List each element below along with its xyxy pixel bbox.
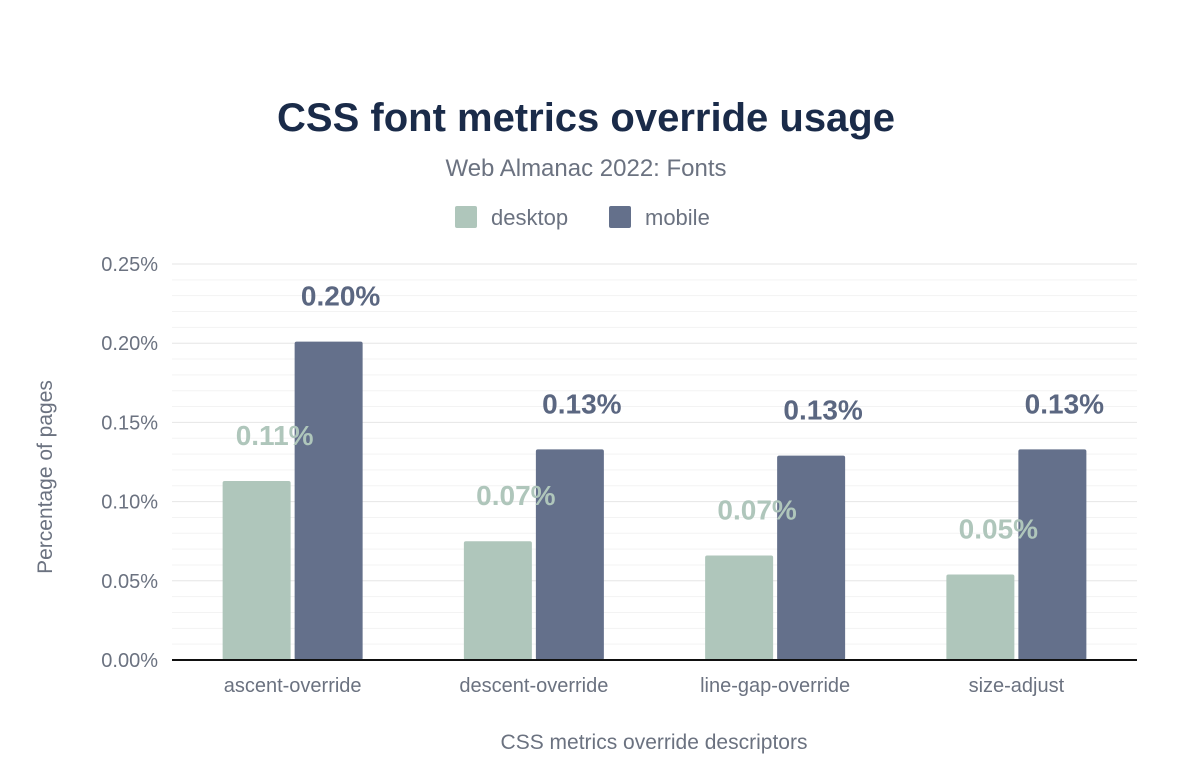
legend-label-desktop: desktop: [491, 205, 568, 230]
data-label-desktop-line-gap-override: 0.07%: [717, 494, 796, 525]
y-axis-title: Percentage of pages: [34, 380, 57, 574]
data-label-desktop-ascent-override: 0.11%: [236, 420, 314, 451]
y-tick-label: 0.00%: [101, 650, 158, 672]
x-axis-ticks: ascent-override descent-override line-gap-…: [224, 675, 1065, 697]
x-tick-label: size-adjust: [969, 675, 1065, 697]
bar-mobile-ascent-override: [294, 341, 363, 660]
chart-title: CSS font metrics override usage: [277, 96, 895, 140]
data-label-mobile-ascent-override: 0.20%: [301, 281, 380, 312]
chart-subtitle: Web Almanac 2022: Fonts: [445, 155, 726, 182]
data-label-desktop-size-adjust: 0.05%: [959, 513, 1038, 544]
bar-mobile-size-adjust: [1018, 449, 1087, 660]
bar-desktop-size-adjust: [946, 574, 1015, 660]
data-label-mobile-line-gap-override: 0.13%: [783, 395, 862, 426]
y-tick-label: 0.25%: [101, 254, 158, 276]
bar-desktop-descent-override: [463, 541, 532, 660]
x-tick-label: descent-override: [459, 675, 608, 697]
data-label-mobile-size-adjust: 0.13%: [1025, 388, 1104, 419]
data-labels: 0.11% 0.20% 0.07% 0.13% 0.07% 0.13% 0.05% 0.13%: [236, 281, 1104, 545]
bars: [222, 341, 1087, 660]
legend-swatch-desktop: [455, 206, 477, 228]
y-tick-label: 0.20%: [101, 333, 158, 355]
bar-desktop-ascent-override: [222, 481, 291, 660]
bar-mobile-line-gap-override: [777, 455, 846, 660]
x-tick-label: ascent-override: [224, 675, 362, 697]
legend-label-mobile: mobile: [645, 205, 710, 230]
y-axis-ticks: 0.00% 0.05% 0.10% 0.15% 0.20% 0.25%: [101, 254, 158, 672]
legend-swatch-mobile: [609, 206, 631, 228]
y-tick-label: 0.05%: [101, 571, 158, 593]
x-tick-label: line-gap-override: [700, 675, 850, 697]
data-label-mobile-descent-override: 0.13%: [542, 388, 621, 419]
x-axis-title: CSS metrics override descriptors: [501, 731, 808, 754]
legend: desktop mobile: [455, 205, 710, 230]
bar-mobile-descent-override: [535, 449, 604, 660]
y-tick-label: 0.15%: [101, 412, 158, 434]
y-tick-label: 0.10%: [101, 492, 158, 514]
bar-desktop-line-gap-override: [705, 555, 774, 660]
data-label-desktop-descent-override: 0.07%: [476, 480, 555, 511]
